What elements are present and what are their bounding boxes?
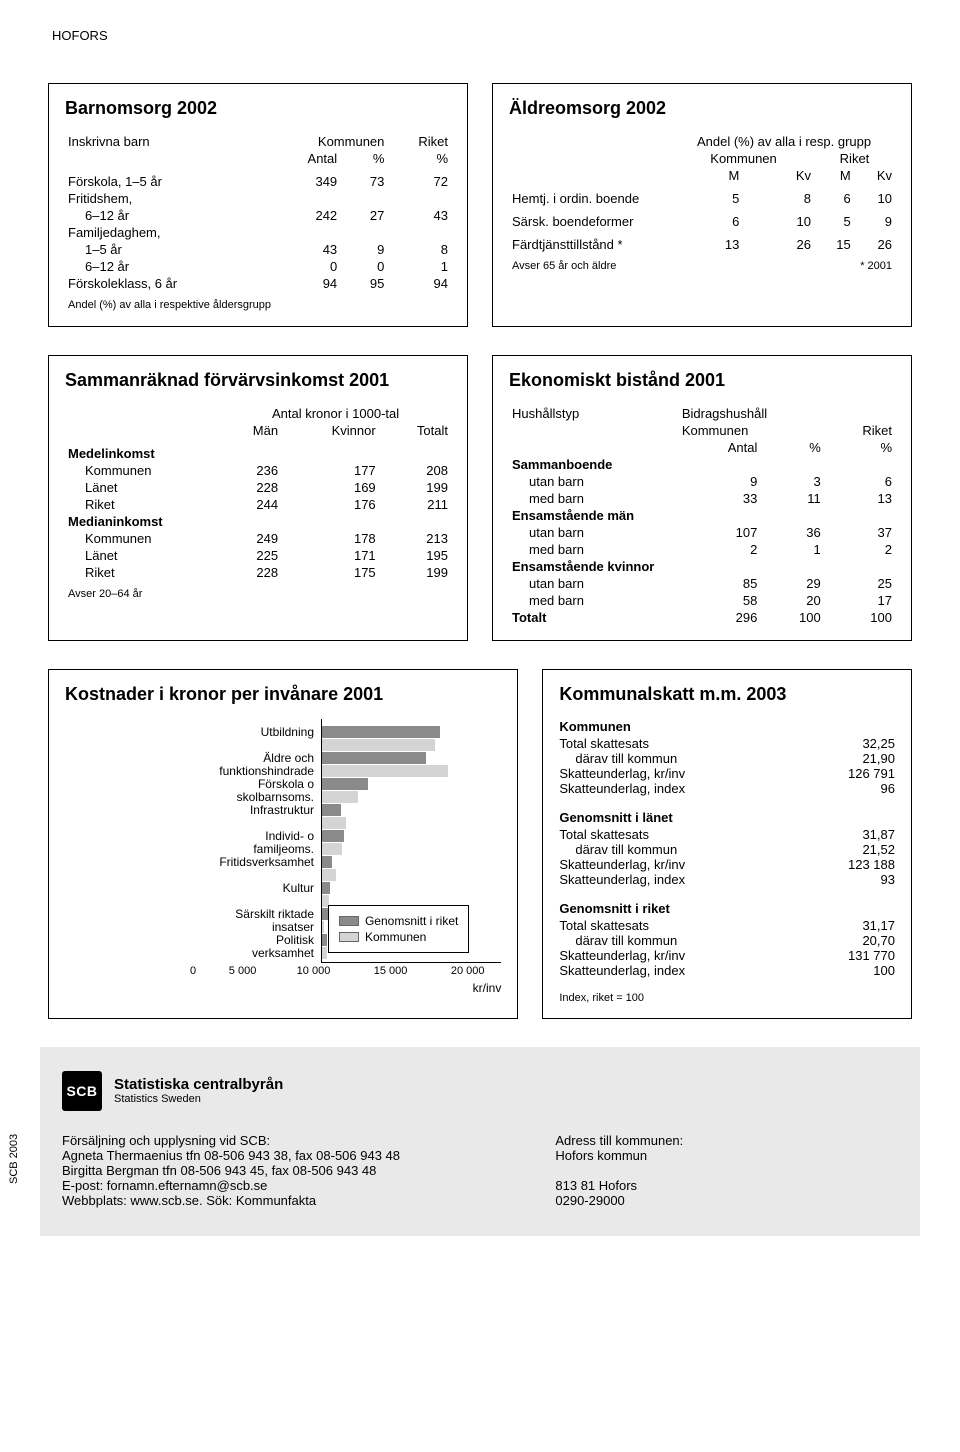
group-header: Ensamstående män: [509, 507, 895, 524]
inkomst-table: Antal kronor i 1000-tal Män Kvinnor Tota…: [65, 405, 451, 601]
row-barnomsorg-aldreomsorg: Barnomsorg 2002 Inskrivna barn Kommunen …: [48, 83, 912, 327]
table-row: utan barn1073637: [509, 524, 895, 541]
tax-row: Skatteunderlag, index93: [559, 872, 895, 887]
skatt-card: Kommunalskatt m.m. 2003 KommunenTotal sk…: [542, 669, 912, 1019]
skatt-body: KommunenTotal skattesats32,25därav till …: [559, 719, 895, 978]
table-row: Förskola, 1–5 år3497372: [65, 173, 451, 190]
table-row: med barn212: [509, 541, 895, 558]
scb-logo-icon: SCB: [62, 1071, 102, 1111]
table-row: Färdtjänsttillstånd *13261526: [509, 236, 895, 253]
page: HOFORS Barnomsorg 2002 Inskrivna barn Ko…: [48, 28, 912, 1236]
table-row: Länet228169199: [65, 479, 451, 496]
barnomsorg-card: Barnomsorg 2002 Inskrivna barn Kommunen …: [48, 83, 468, 327]
table-row: 6–12 år001: [65, 258, 451, 275]
table-row: utan barn852925: [509, 575, 895, 592]
col-kommunen: Kommunen: [258, 133, 387, 150]
axis-ticks: 05 00010 00015 00020 000: [193, 965, 501, 977]
aldreomsorg-title: Äldreomsorg 2002: [509, 98, 895, 119]
row-inkomst-bistand: Sammanräknad förvärvsinkomst 2001 Antal …: [48, 355, 912, 641]
tax-row: Total skattesats31,17: [559, 918, 895, 933]
scb-title: Statistiska centralbyrån: [114, 1077, 283, 1094]
aldreomsorg-card: Äldreomsorg 2002 Andel (%) av alla i res…: [492, 83, 912, 327]
tax-row: därav till kommun20,70: [559, 933, 895, 948]
col-riket: Riket: [387, 133, 451, 150]
group-header: Ensamstående kvinnor: [509, 558, 895, 575]
skatt-footnote: Index, riket = 100: [559, 992, 895, 1004]
table-row: med barn582017: [509, 592, 895, 609]
table-row: Familjedaghem,: [65, 224, 451, 241]
barnomsorg-title: Barnomsorg 2002: [65, 98, 451, 119]
table-row: med barn331113: [509, 490, 895, 507]
kostnader-title: Kostnader i kronor per invånare 2001: [65, 684, 501, 705]
chart-legend: Genomsnitt i riket Kommunen: [328, 905, 469, 953]
inkomst-footnote: Avser 20–64 år: [65, 587, 451, 601]
table-row: utan barn936: [509, 473, 895, 490]
scb-header: SCB Statistiska centralbyrån Statistics …: [62, 1071, 898, 1111]
table-row: Särsk. boendeformer61059: [509, 213, 895, 230]
aldreomsorg-table: Andel (%) av alla i resp. grupp Kommunen…: [509, 133, 895, 273]
tax-row: Skatteunderlag, kr/inv131 770: [559, 948, 895, 963]
group-header: Medianinkomst: [65, 513, 451, 530]
table-row: Förskoleklass, 6 år949594: [65, 275, 451, 292]
skatt-title: Kommunalskatt m.m. 2003: [559, 684, 895, 705]
row-kostnader-skatt: Kostnader i kronor per invånare 2001 Utb…: [48, 669, 912, 1019]
table-row: Kommunen249178213: [65, 530, 451, 547]
table-row: Länet225171195: [65, 547, 451, 564]
tax-row: Skatteunderlag, index96: [559, 781, 895, 796]
kostnader-card: Kostnader i kronor per invånare 2001 Utb…: [48, 669, 518, 1019]
group-header: Sammanboende: [509, 456, 895, 473]
col-inskrivna: Inskrivna barn: [65, 133, 258, 150]
table-row: Riket244176211: [65, 496, 451, 513]
tax-row: Total skattesats32,25: [559, 736, 895, 751]
footer: SCB Statistiska centralbyrån Statistics …: [40, 1047, 920, 1236]
scb-subtitle: Statistics Sweden: [114, 1093, 283, 1105]
bistand-title: Ekonomiskt bistånd 2001: [509, 370, 895, 391]
bistand-card: Ekonomiskt bistånd 2001 Hushållstyp Bidr…: [492, 355, 912, 641]
tax-group: Genomsnitt i riketTotal skattesats31,17d…: [559, 901, 895, 978]
tax-row: därav till kommun21,90: [559, 751, 895, 766]
tax-row: därav till kommun21,52: [559, 842, 895, 857]
aldreomsorg-footnote-left: Avser 65 år och äldre: [509, 259, 814, 273]
total-row: Totalt296100100: [509, 609, 895, 626]
axis-unit: kr/inv: [65, 981, 501, 995]
tax-row: Skatteunderlag, kr/inv123 188: [559, 857, 895, 872]
municipality-label: HOFORS: [52, 28, 912, 43]
table-row: 1–5 år4398: [65, 241, 451, 258]
tax-group: Genomsnitt i länetTotal skattesats31,87d…: [559, 810, 895, 887]
table-row: 6–12 år2422743: [65, 207, 451, 224]
barnomsorg-footnote: Andel (%) av alla i respektive åldersgru…: [65, 298, 451, 312]
footer-col-contact: Försäljning och upplysning vid SCB:Agnet…: [62, 1133, 507, 1208]
tax-row: Skatteunderlag, index100: [559, 963, 895, 978]
inkomst-title: Sammanräknad förvärvsinkomst 2001: [65, 370, 451, 391]
footer-col-address: Adress till kommunen:Hofors kommun 813 8…: [555, 1133, 898, 1208]
table-row: Kommunen236177208: [65, 462, 451, 479]
bistand-table: Hushållstyp Bidragshushåll Kommunen Rike…: [509, 405, 895, 626]
table-row: Riket228175199: [65, 564, 451, 581]
table-row: Hemtj. i ordin. boende58610: [509, 190, 895, 207]
kostnader-chart: UtbildningÄldre ochfunktionshindradeFörs…: [65, 719, 501, 999]
aldreomsorg-footnote-right: * 2001: [814, 259, 895, 273]
group-header: Medelinkomst: [65, 445, 451, 462]
tax-group: KommunenTotal skattesats32,25därav till …: [559, 719, 895, 796]
table-row: Fritidshem,: [65, 190, 451, 207]
inkomst-card: Sammanräknad förvärvsinkomst 2001 Antal …: [48, 355, 468, 641]
barnomsorg-table: Inskrivna barn Kommunen Riket Antal % % …: [65, 133, 451, 312]
tax-row: Total skattesats31,87: [559, 827, 895, 842]
side-label: SCB 2003: [8, 1134, 20, 1184]
tax-row: Skatteunderlag, kr/inv126 791: [559, 766, 895, 781]
